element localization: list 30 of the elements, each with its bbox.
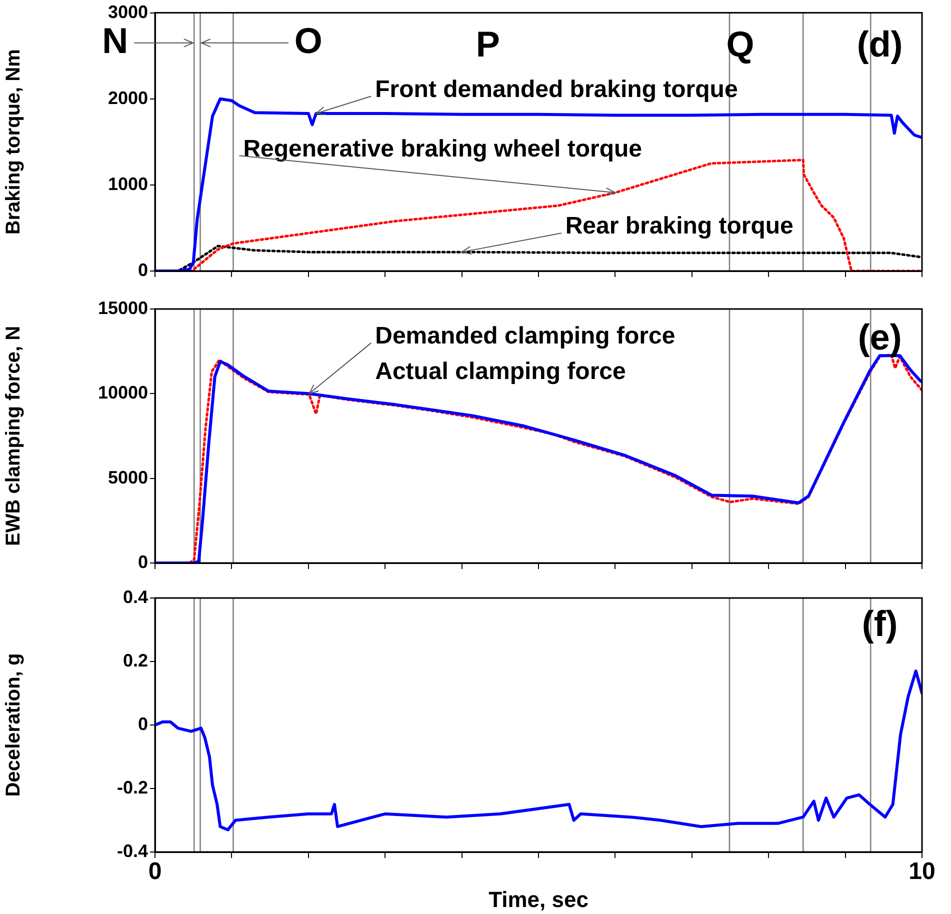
y-tick-label: 0: [138, 552, 148, 572]
annotation: O: [294, 20, 322, 61]
y-tick-label: 0: [138, 260, 148, 280]
y-tick-label: 0: [138, 714, 148, 734]
series-label: Rear braking torque: [565, 212, 794, 240]
annotation: (d): [856, 23, 903, 64]
series-label: Actual clamping force: [375, 358, 626, 386]
y-tick-label: -0.4: [116, 840, 148, 861]
annotation: N: [102, 20, 128, 61]
x-axis-title: Time, sec: [488, 886, 588, 912]
y-tick-label: 2000: [108, 88, 148, 108]
y-tick-label: 15000: [98, 298, 148, 318]
y-tick-label: 3000: [108, 2, 148, 22]
annotation: Q: [726, 23, 754, 64]
y-axis-title: Deceleration, g: [2, 653, 25, 797]
annotation: (f): [862, 602, 898, 644]
y-tick-label: 1000: [108, 174, 148, 194]
annotation: P: [476, 23, 500, 64]
y-tick-label: -0.2: [116, 777, 148, 798]
series-label: Front demanded braking torque: [375, 76, 738, 103]
y-tick-label: 0.2: [122, 650, 148, 670]
y-axis-title: EWB clamping force, N: [2, 326, 25, 546]
y-tick-label: 10000: [98, 382, 148, 403]
y-axis-title: Braking torque, Nm: [2, 49, 25, 235]
y-tick-label: 0.4: [122, 586, 148, 607]
series-label: Regenerative braking wheel torque: [243, 135, 642, 162]
y-tick-label: 5000: [108, 467, 148, 488]
text: Demanded clamping force: [375, 322, 676, 350]
annotation: (e): [858, 316, 902, 358]
x-tick-label: 10: [908, 858, 936, 886]
